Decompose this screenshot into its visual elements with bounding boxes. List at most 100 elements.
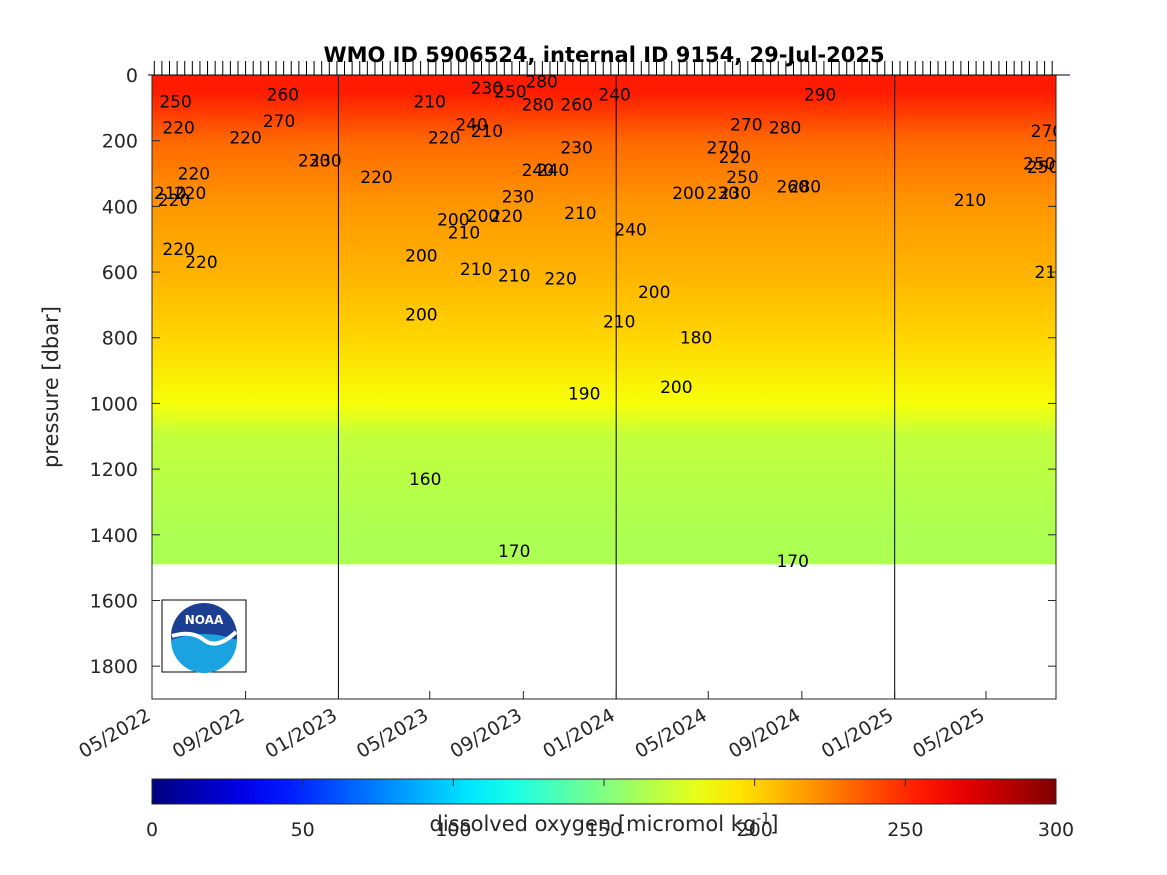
contour-label: 220 [428, 128, 460, 148]
colorbar-tick-label: 250 [887, 819, 923, 841]
contour-label: 220 [174, 184, 206, 204]
contour-label: 200 [405, 306, 437, 326]
x-tick-label: 09/2024 [725, 704, 804, 763]
contour-label: 230 [309, 151, 341, 171]
y-tick-label: 800 [102, 328, 138, 350]
colorbar-tick-label: 100 [435, 819, 471, 841]
year-boundaries [337, 75, 896, 699]
contour-label: 270 [1031, 122, 1063, 142]
contour-label: 220 [162, 240, 194, 260]
y-tick-label: 600 [102, 262, 138, 284]
profile-ticks [148, 61, 1070, 76]
contour-label: 260 [267, 86, 299, 106]
y-tick-label: 1200 [90, 459, 138, 481]
y-tick-label: 0 [126, 65, 138, 87]
contour-label: 250 [159, 92, 191, 112]
contour-label: 290 [804, 86, 836, 106]
contour-label: 210 [564, 204, 596, 224]
noaa-logo-text: NOAA [185, 613, 224, 627]
contour-label: 250 [726, 168, 758, 188]
chart-title: WMO ID 5906524, internal ID 9154, 29-Jul… [323, 43, 884, 67]
contour-label: 230 [719, 184, 751, 204]
contour-label: 270 [706, 138, 738, 158]
colorbar-tick-label: 50 [291, 819, 315, 841]
contour-label: 220 [158, 191, 190, 211]
contour-label: 250 [1023, 155, 1055, 175]
contour-label: 230 [502, 188, 534, 208]
contour-label: 240 [522, 161, 554, 181]
contour-label: 220 [360, 168, 392, 188]
contour-label: 220 [490, 207, 522, 227]
y-tick-label: 1000 [90, 393, 138, 415]
contour-label: 240 [455, 115, 487, 135]
y-tick-label: 1800 [90, 656, 138, 678]
x-tick-label: 05/2023 [353, 704, 432, 763]
contour-label: 210 [603, 312, 635, 332]
x-tick-label: 01/2025 [818, 704, 897, 763]
contour-label: 270 [263, 112, 295, 132]
x-tick-label: 01/2023 [262, 704, 341, 763]
colorbar-label-main: dissolved oxygen [micromol kg [430, 812, 757, 836]
y-tick-label: 1600 [90, 590, 138, 612]
colorbar-tick-label: 200 [737, 819, 773, 841]
contour-label: 210 [1034, 263, 1066, 283]
contour-label: 210 [414, 92, 446, 112]
contour-label: 280 [522, 96, 554, 116]
y-tick-label: 400 [102, 196, 138, 218]
colorbar-label-exponent: -1 [756, 811, 770, 827]
contour-label: 220 [719, 148, 751, 168]
contour-label: 210 [498, 266, 530, 286]
contour-label: 250 [1027, 158, 1059, 178]
contour-label: 200 [405, 247, 437, 267]
colorbar-ticks: 0 50 100 150 200 250 300 [146, 779, 1074, 841]
contour-label: 210 [460, 260, 492, 280]
contour-label: 220 [178, 165, 210, 185]
contour-label: 220 [162, 119, 194, 139]
x-tick-label: 05/2022 [75, 704, 154, 763]
contour-label: 230 [298, 151, 330, 171]
x-tick-label: 01/2024 [539, 704, 618, 763]
contour-label: 240 [537, 161, 569, 181]
y-axis-label: pressure [dbar] [39, 306, 63, 468]
x-tick-label: 05/2025 [909, 704, 988, 763]
noaa-logo: NOAA [161, 599, 247, 673]
x-tick-label: 09/2022 [169, 704, 248, 763]
contour-label: 230 [471, 79, 503, 99]
contour-label: 200 [660, 378, 692, 398]
contour-label: 260 [560, 96, 592, 116]
contour-label: 200 [672, 184, 704, 204]
x-tick-label: 09/2023 [446, 704, 525, 763]
contour-label: 170 [498, 542, 530, 562]
contour-label: 260 [776, 178, 808, 198]
contour-label: 280 [769, 119, 801, 139]
contour-label: 280 [789, 178, 821, 198]
contour-label: 180 [680, 329, 712, 349]
oxygen-field [152, 75, 1056, 565]
colorbar-label: dissolved oxygen [micromol kg-1] [430, 811, 779, 836]
contour-label: 200 [467, 207, 499, 227]
contour-label: 210 [471, 122, 503, 142]
colorbar-tick-label: 150 [586, 819, 622, 841]
contour-label: 210 [154, 184, 186, 204]
contour-label: 200 [638, 283, 670, 303]
x-tick-label: 05/2024 [631, 704, 710, 763]
contour-label: 240 [614, 220, 646, 240]
contour-label: 220 [544, 270, 576, 290]
contour-label: 230 [706, 184, 738, 204]
contour-label: 210 [954, 191, 986, 211]
contour-label: 190 [568, 385, 600, 405]
y-tick-label: 200 [102, 131, 138, 153]
contour-label: 240 [598, 86, 630, 106]
contour-label: 220 [229, 128, 261, 148]
x-axis: 05/2022 09/2022 01/2023 05/2023 09/2023 01/20… [75, 691, 988, 763]
y-tick-label: 1400 [90, 525, 138, 547]
contour-label: 270 [730, 115, 762, 135]
colorbar-tick-label: 300 [1038, 819, 1074, 841]
contour-label: 200 [437, 211, 469, 231]
contour-label: 230 [560, 138, 592, 158]
contour-label: 250 [494, 82, 526, 102]
y-axis: 0 200 400 600 800 1000 1200 1400 1600 1800 [90, 65, 1056, 678]
